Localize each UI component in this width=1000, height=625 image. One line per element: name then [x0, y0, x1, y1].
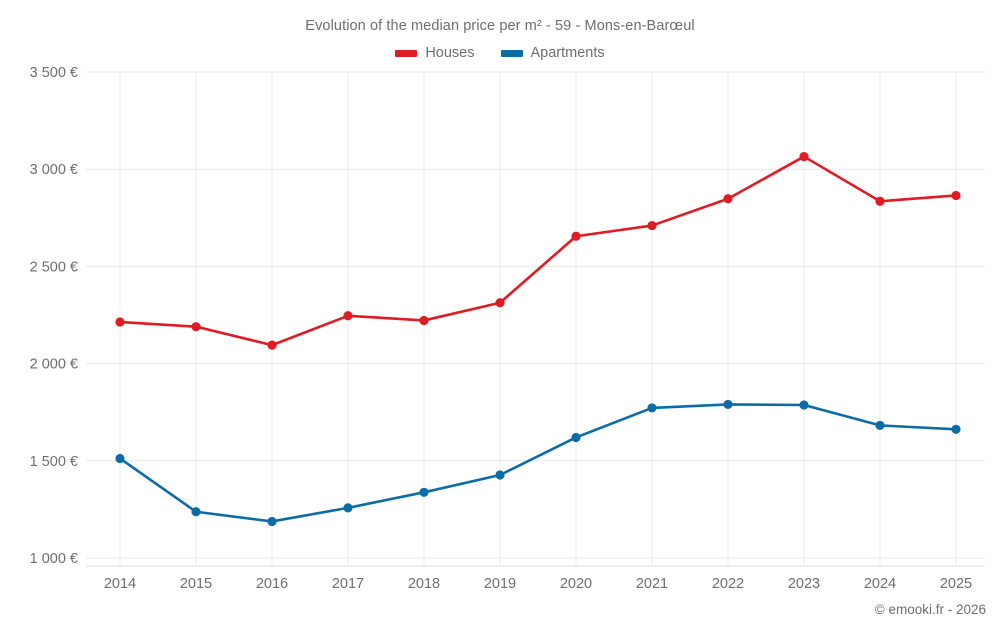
data-point-apartments[interactable]	[343, 503, 353, 513]
series-line-apartments	[118, 403, 958, 523]
x-axis-tick-label: 2022	[712, 576, 744, 592]
data-point-houses[interactable]	[951, 190, 961, 201]
legend-swatch-apartments	[500, 49, 523, 57]
x-axis-tick-label: 2017	[332, 576, 364, 592]
data-point-apartments[interactable]	[191, 507, 201, 517]
legend-item-houses[interactable]: Houses	[395, 45, 475, 61]
data-point-houses[interactable]	[419, 315, 429, 326]
x-axis-tick-label: 2020	[560, 576, 592, 592]
data-point-houses[interactable]	[799, 151, 809, 162]
y-axis-tick-label: 3 500 €	[30, 65, 78, 81]
x-axis-tick-label: 2019	[484, 576, 516, 592]
legend-item-apartments[interactable]: Apartments	[500, 45, 605, 61]
data-point-apartments[interactable]	[115, 453, 125, 464]
x-axis-tick-label: 2016	[256, 576, 288, 592]
data-point-houses[interactable]	[343, 311, 353, 321]
x-axis-tick-label: 2014	[104, 576, 136, 592]
data-point-houses[interactable]	[191, 322, 201, 332]
data-point-apartments[interactable]	[571, 432, 581, 443]
y-axis-tick-label: 2 000 €	[30, 357, 78, 373]
x-axis-tick-label: 2021	[636, 576, 668, 592]
data-point-houses[interactable]	[571, 231, 581, 241]
data-point-apartments[interactable]	[723, 399, 733, 410]
data-point-apartments[interactable]	[951, 424, 961, 434]
data-point-apartments[interactable]	[419, 487, 429, 497]
legend-label-houses: Houses	[425, 45, 475, 61]
copyright-credit: © emooki.fr - 2026	[874, 602, 986, 617]
legend-swatch-houses	[395, 49, 418, 57]
data-point-houses[interactable]	[267, 340, 277, 350]
x-axis-tick-label: 2025	[940, 576, 972, 592]
data-point-houses[interactable]	[495, 298, 505, 308]
data-point-apartments[interactable]	[647, 403, 657, 413]
chart-legend: Houses Apartments	[0, 45, 1000, 61]
x-axis-tick-label: 2024	[864, 576, 896, 592]
data-point-apartments[interactable]	[495, 470, 505, 480]
data-point-houses[interactable]	[723, 194, 733, 204]
chart-title: Evolution of the median price per m² - 5…	[305, 18, 695, 34]
data-point-apartments[interactable]	[799, 400, 809, 410]
y-axis-tick-label: 2 500 €	[30, 259, 78, 275]
y-axis-tick-label: 1 500 €	[30, 454, 78, 470]
y-axis-tick-label: 1 000 €	[30, 551, 78, 567]
y-axis-tick-label: 3 000 €	[30, 162, 78, 178]
data-point-houses[interactable]	[115, 317, 125, 327]
x-axis-tick-label: 2018	[408, 576, 440, 592]
data-point-houses[interactable]	[875, 196, 885, 206]
x-axis-tick-label: 2015	[180, 576, 212, 592]
data-point-houses[interactable]	[647, 220, 657, 231]
legend-label-apartments: Apartments	[530, 45, 605, 61]
series-line-houses	[118, 155, 958, 347]
data-point-apartments[interactable]	[875, 420, 885, 431]
data-point-apartments[interactable]	[267, 516, 277, 527]
x-axis-tick-label: 2023	[788, 576, 820, 592]
